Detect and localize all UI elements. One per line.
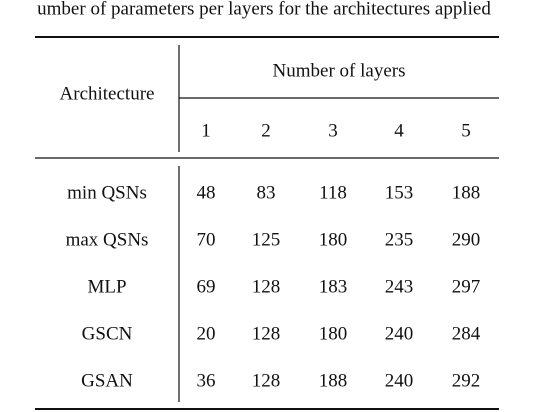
cell: 20 — [197, 323, 216, 344]
cell: 235 — [385, 229, 414, 250]
cell: 290 — [452, 229, 481, 250]
cell: 240 — [385, 370, 414, 391]
row-label: GSAN — [81, 370, 133, 391]
cell: 118 — [319, 182, 347, 203]
cell: 128 — [252, 276, 281, 297]
column-header: 2 — [261, 120, 271, 141]
cell: 297 — [452, 276, 481, 297]
cell: 180 — [319, 323, 348, 344]
row-label: min QSNs — [67, 182, 147, 203]
cell: 83 — [257, 182, 276, 203]
cell: 70 — [197, 229, 216, 250]
cell: 69 — [197, 276, 216, 297]
row-label: GSCN — [82, 323, 133, 344]
column-header: 5 — [461, 120, 471, 141]
cell: 128 — [252, 370, 281, 391]
cell: 188 — [319, 370, 348, 391]
layers-header: Number of layers — [273, 60, 406, 81]
cell: 240 — [385, 323, 414, 344]
cell: 48 — [197, 182, 216, 203]
architecture-header: Architecture — [60, 83, 155, 104]
column-header: 4 — [394, 120, 404, 141]
cell: 180 — [319, 229, 348, 250]
row-label: max QSNs — [66, 229, 149, 250]
cell: 153 — [385, 182, 414, 203]
cell: 243 — [385, 276, 414, 297]
row-label: MLP — [87, 276, 126, 297]
cell: 188 — [452, 182, 481, 203]
table-caption: umber of parameters per layers for the a… — [37, 0, 491, 19]
cell: 284 — [452, 323, 481, 344]
column-header: 1 — [201, 120, 211, 141]
column-header: 3 — [328, 120, 338, 141]
cell: 128 — [252, 323, 281, 344]
cell: 125 — [252, 229, 281, 250]
cell: 183 — [319, 276, 348, 297]
cell: 292 — [452, 370, 481, 391]
cell: 36 — [197, 370, 216, 391]
